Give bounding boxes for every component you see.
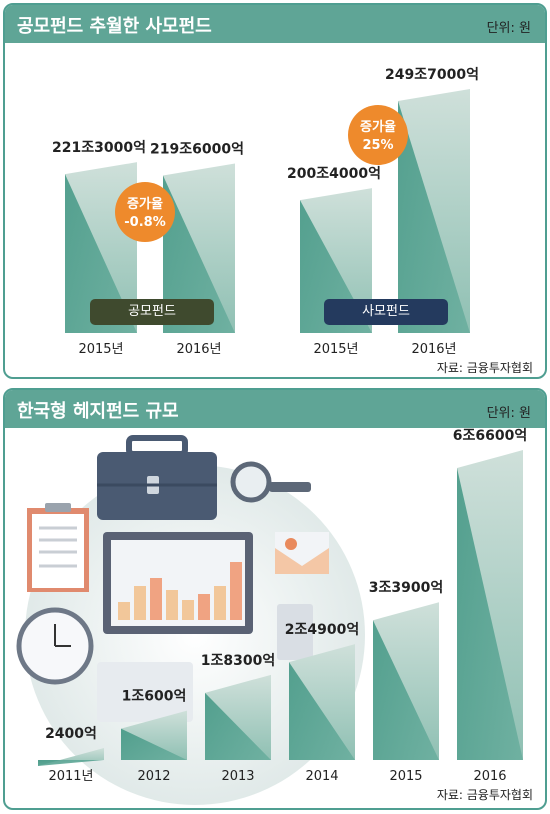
briefcase-icon xyxy=(97,435,217,520)
clipboard-icon xyxy=(27,503,89,592)
background-illustration xyxy=(16,435,365,805)
bar-3 xyxy=(398,89,470,333)
clock-icon xyxy=(16,607,94,685)
tablet-illustration xyxy=(277,604,313,660)
group-tag-private-fund: 사모펀드 xyxy=(324,299,448,325)
x-tick-label: 2016 xyxy=(473,769,506,784)
envelope-icon xyxy=(275,532,329,574)
badge-title: 증가율 xyxy=(127,196,163,212)
bar-1 xyxy=(163,163,235,333)
bar-3 xyxy=(289,644,355,760)
bar-5 xyxy=(457,450,523,760)
data-label: 2조4900억 xyxy=(285,622,359,638)
data-label: 6조6600억 xyxy=(453,428,527,444)
panel-fund-comparison: 공모펀드 추월한 사모펀드 단위: 원 221조3000억 2015년 219조60… xyxy=(3,3,547,379)
bar-4 xyxy=(373,602,439,760)
panel-header: 한국형 헤지펀드 규모 xyxy=(5,390,545,428)
badge-value: -0.8% xyxy=(124,215,165,230)
x-tick-label: 2012 xyxy=(137,769,170,784)
source-label: 자료: 금융투자협회 xyxy=(436,361,533,375)
monitor-illustration xyxy=(103,532,253,634)
laptop-illustration xyxy=(97,662,193,722)
group-tag-public-fund: 공모펀드 xyxy=(90,299,214,325)
data-label: 3조3900억 xyxy=(369,580,443,596)
data-label: 200조4000억 xyxy=(287,166,381,182)
x-tick-label: 2015 xyxy=(389,769,422,784)
hedge-fund-chart: 2400억 2011년 1조600억 2012 1조8300억 2013 2조4900억 20… xyxy=(16,428,527,805)
data-label: 249조7000억 xyxy=(385,67,479,83)
bar-1 xyxy=(121,710,187,760)
bar-0 xyxy=(38,748,104,766)
data-label: 219조6000억 xyxy=(150,141,244,157)
badge-title: 증가율 xyxy=(360,119,396,135)
data-label: 1조8300억 xyxy=(201,653,275,669)
unit-label: 단위: 원 xyxy=(486,406,531,421)
x-tick-label: 2016년 xyxy=(411,342,456,357)
x-tick-label: 2015년 xyxy=(78,342,123,357)
magnifier-icon xyxy=(230,461,311,503)
x-tick-label: 2011년 xyxy=(48,769,93,784)
panel-header: 공모펀드 추월한 사모펀드 xyxy=(5,5,545,43)
panel-title: 한국형 헤지펀드 규모 xyxy=(17,401,179,422)
data-label: 2400억 xyxy=(45,726,97,742)
x-tick-label: 2016년 xyxy=(176,342,221,357)
data-label: 221조3000억 xyxy=(52,140,146,156)
x-tick-label: 2013 xyxy=(221,769,254,784)
x-tick-label: 2015년 xyxy=(313,342,358,357)
x-tick-label: 2014 xyxy=(305,769,338,784)
badge-value: 25% xyxy=(362,138,393,153)
source-label: 자료: 금융투자협회 xyxy=(436,788,533,802)
unit-label: 단위: 원 xyxy=(486,21,531,36)
panel-hedge-fund-size: 한국형 헤지펀드 규모 단위: 원 xyxy=(3,388,547,810)
growth-badge: 증가율 -0.8% xyxy=(115,182,175,242)
data-label: 1조600억 xyxy=(122,689,187,705)
fund-comparison-chart: 221조3000억 2015년 219조6000억 2016년 200조4000억 201… xyxy=(52,67,479,357)
growth-badge: 증가율 25% xyxy=(348,105,408,165)
panel-title: 공모펀드 추월한 사모펀드 xyxy=(17,16,212,37)
bar-2 xyxy=(205,674,271,760)
